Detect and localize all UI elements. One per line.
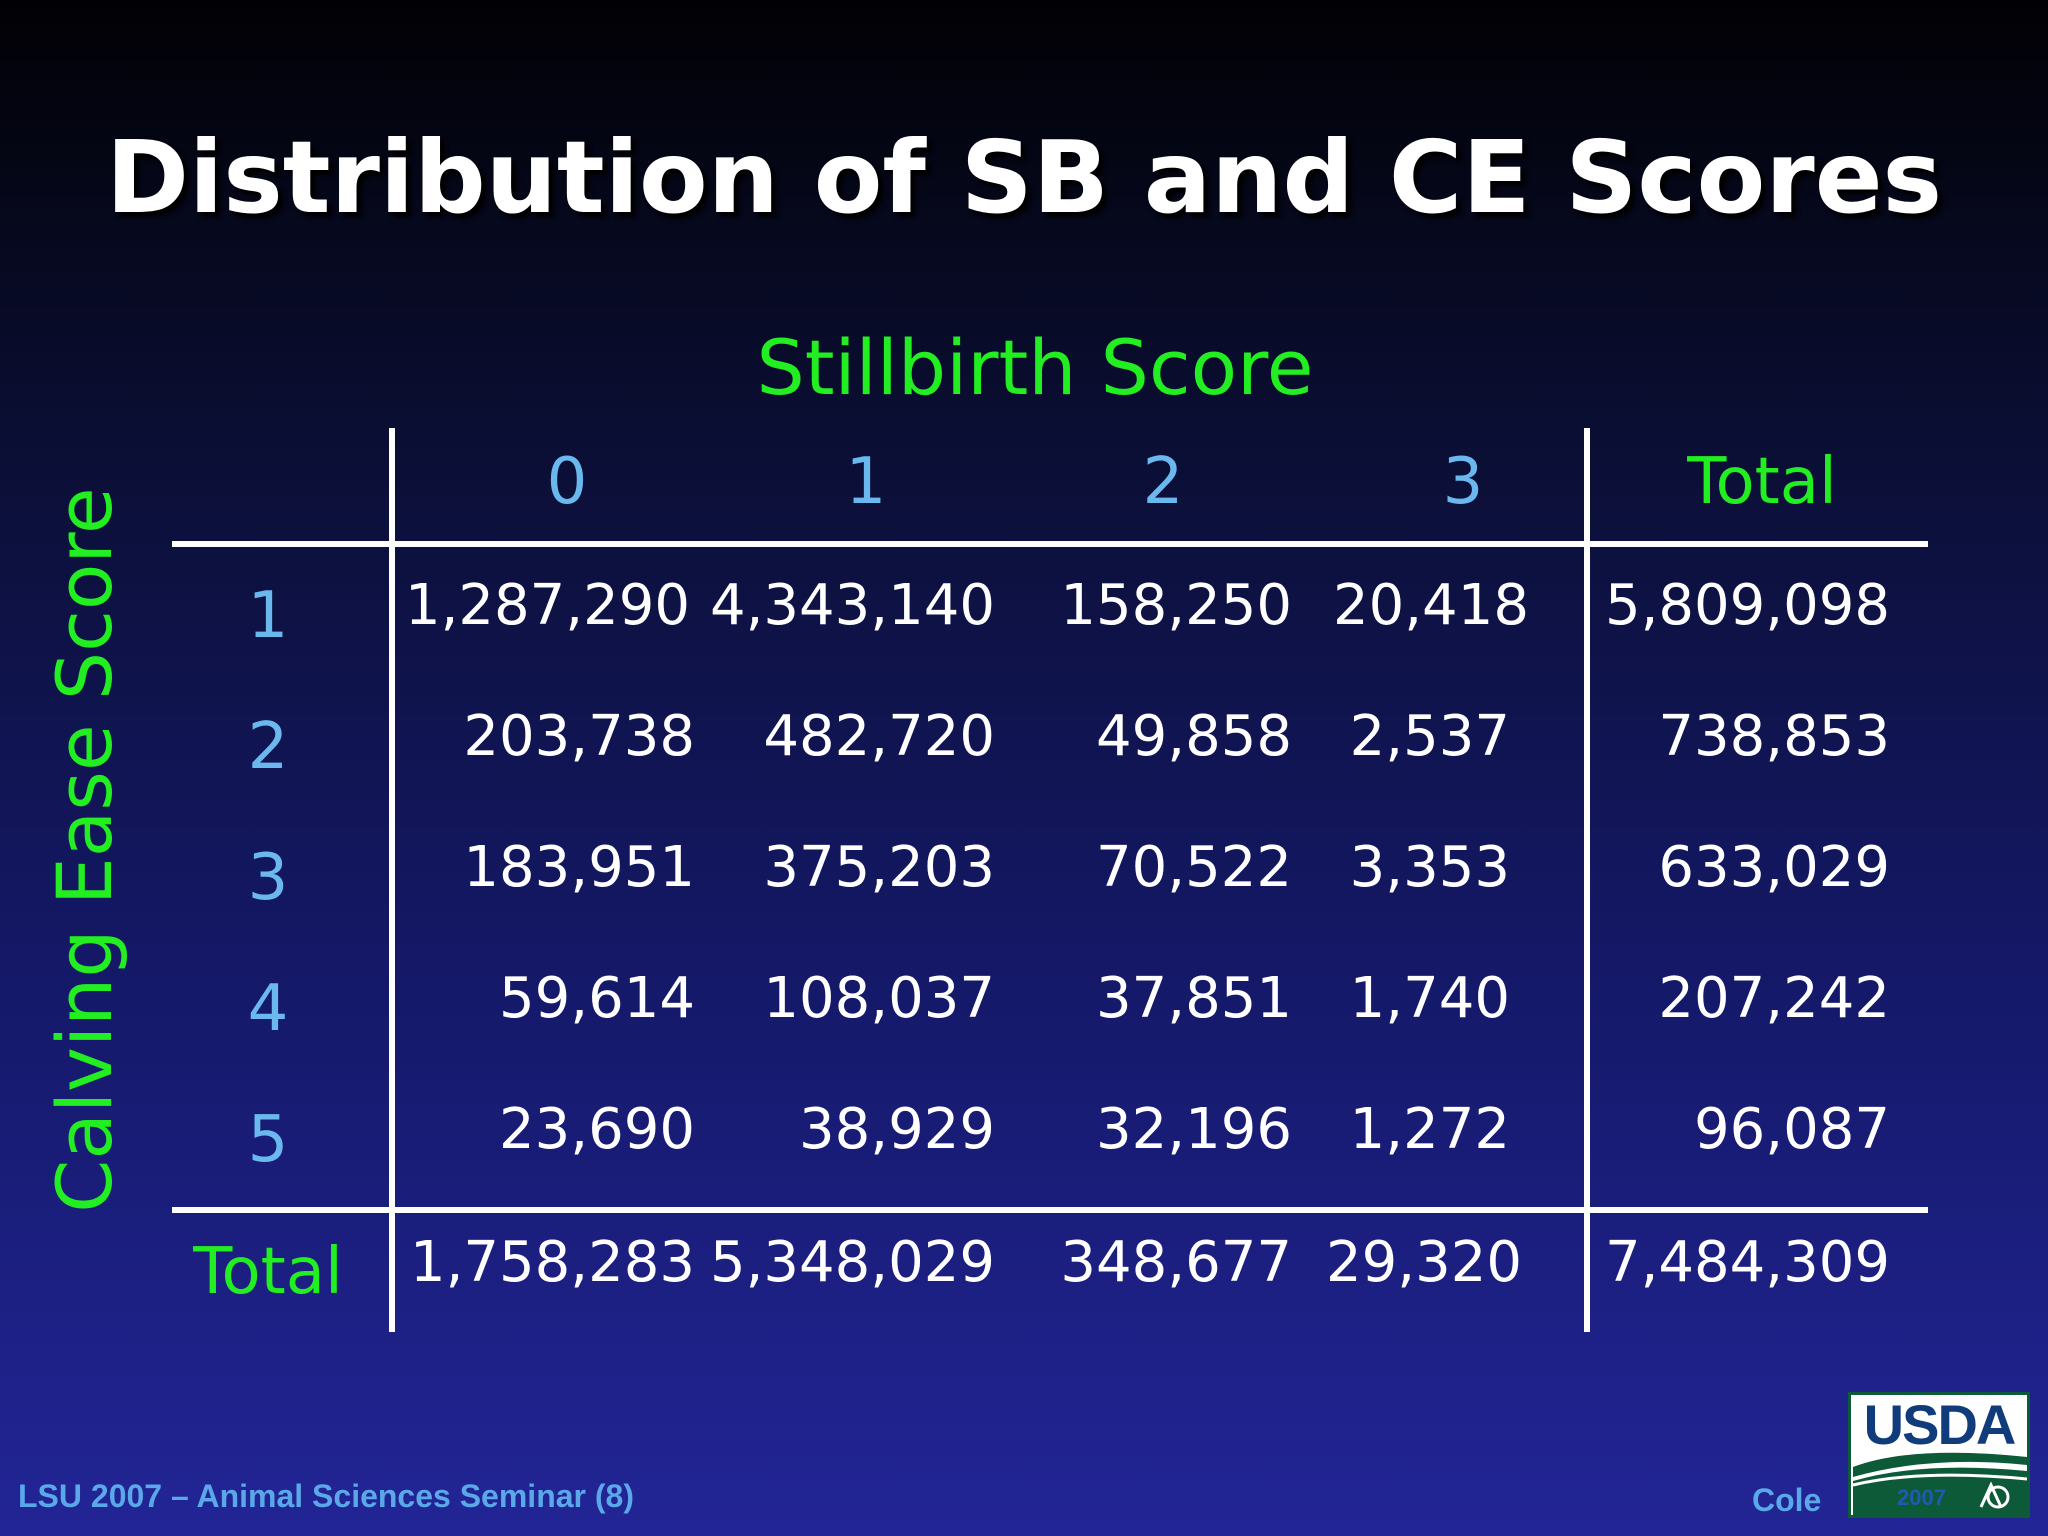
row-header-total: Total — [193, 1235, 343, 1309]
table-vertical-divider-left — [389, 428, 395, 1332]
logo-usda-text: USDA — [1863, 1393, 2017, 1456]
table-cell: 1,287,290 — [404, 573, 690, 638]
column-header-3: 3 — [1442, 445, 1484, 519]
table-cell: 158,250 — [1060, 573, 1292, 638]
table-cell: 1,758,283 — [409, 1230, 695, 1295]
table-total-rule — [172, 1207, 1928, 1213]
row-header: 4 — [247, 972, 289, 1046]
usda-ars-logo-icon: USDA 2007 — [1848, 1392, 2030, 1518]
table-cell: 29,320 — [1326, 1230, 1522, 1295]
table-cell: 348,677 — [1060, 1230, 1292, 1295]
table-cell: 1,740 — [1349, 966, 1510, 1031]
table-cell: 482,720 — [763, 704, 995, 769]
table-cell: 738,853 — [1658, 704, 1890, 769]
table-cell: 3,353 — [1349, 835, 1510, 900]
table-cell: 38,929 — [799, 1097, 995, 1162]
table-cell: 32,196 — [1096, 1097, 1292, 1162]
table-cell: 7,484,309 — [1604, 1230, 1890, 1295]
column-header-1: 1 — [845, 445, 887, 519]
row-header: 3 — [247, 841, 289, 915]
table-cell: 203,738 — [463, 704, 695, 769]
table-cell: 1,272 — [1349, 1097, 1510, 1162]
table-cell: 59,614 — [499, 966, 695, 1031]
table-cell: 633,029 — [1658, 835, 1890, 900]
row-header: 2 — [247, 710, 289, 784]
table-cell: 49,858 — [1096, 704, 1292, 769]
stillbirth-score-label: Stillbirth Score — [756, 323, 1314, 412]
table-cell: 20,418 — [1333, 573, 1529, 638]
table-cell: 23,690 — [499, 1097, 695, 1162]
footer-left-text: LSU 2007 – Animal Sciences Seminar (8) — [18, 1478, 634, 1514]
table-cell: 5,348,029 — [709, 1230, 995, 1295]
table-cell: 207,242 — [1658, 966, 1890, 1031]
column-header-total: Total — [1687, 445, 1837, 519]
table-cell: 70,522 — [1096, 835, 1292, 900]
logo-year: 2007 — [1897, 1485, 1946, 1510]
logo-swoosh-icon — [1852, 1452, 2027, 1515]
calving-ease-score-label: Calving Ease Score — [40, 487, 129, 1213]
column-header-0: 0 — [546, 445, 588, 519]
table-vertical-divider-right — [1584, 428, 1590, 1332]
slide-title: Distribution of SB and CE Scores — [105, 119, 1943, 236]
table-cell: 183,951 — [463, 835, 695, 900]
table-cell: 2,537 — [1349, 704, 1510, 769]
footer-author: Cole — [1752, 1482, 1822, 1518]
column-header-2: 2 — [1142, 445, 1184, 519]
table-cell: 108,037 — [763, 966, 995, 1031]
table-cell: 96,087 — [1694, 1097, 1890, 1162]
table-cell: 5,809,098 — [1604, 573, 1890, 638]
row-header: 1 — [247, 579, 289, 653]
table-cell: 4,343,140 — [709, 573, 995, 638]
row-header: 5 — [247, 1103, 289, 1177]
table-cell: 37,851 — [1096, 966, 1292, 1031]
table-cell: 375,203 — [763, 835, 995, 900]
table-header-rule — [172, 541, 1928, 547]
